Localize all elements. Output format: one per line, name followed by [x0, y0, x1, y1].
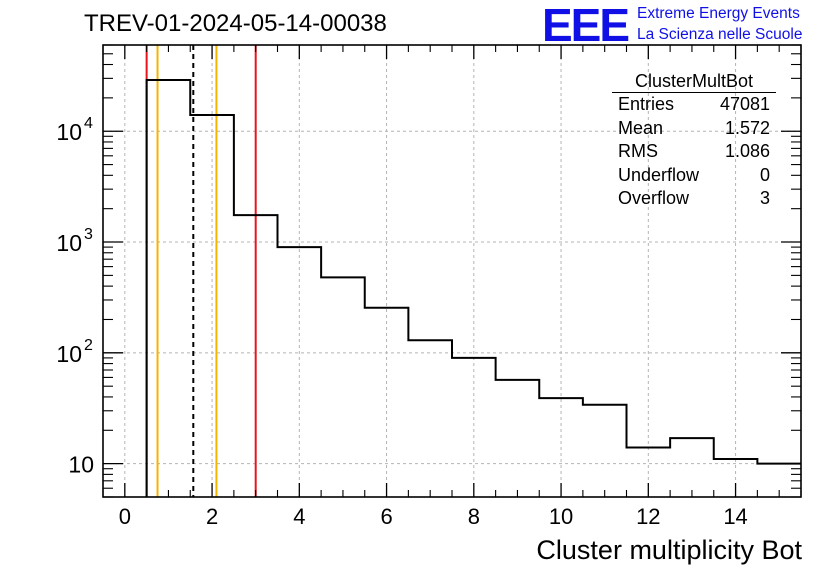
stat-row: RMS 1.086 [612, 140, 776, 164]
histogram-outline [145, 78, 801, 497]
stat-label: Entries [618, 94, 675, 114]
histogram-bin [539, 398, 583, 497]
stat-label: Overflow [618, 188, 690, 208]
stat-value: 47081 [719, 94, 770, 114]
axis-ticks [102, 44, 802, 498]
x-tick-label: 4 [293, 504, 305, 529]
histogram-bin [583, 405, 627, 497]
histogram-bin [278, 247, 322, 497]
histogram-bin [670, 438, 714, 497]
x-tick-label: 2 [206, 504, 218, 529]
stats-title: ClusterMultBot [612, 70, 776, 93]
stat-label: RMS [618, 141, 658, 161]
stat-row: Mean 1.572 [612, 117, 776, 141]
stat-value: 1.086 [724, 141, 770, 161]
histogram-bin [408, 340, 452, 497]
y-tick-label: 10 [56, 119, 82, 145]
eee-logo: EEE [542, 0, 630, 51]
y-tick-label: 10 [56, 341, 82, 367]
stats-box: ClusterMultBot Entries 47081 Mean 1.572 RM… [612, 70, 776, 211]
histogram-bin [365, 308, 409, 497]
x-tick-label: 12 [636, 504, 660, 529]
y-tick-label: 10 [68, 452, 94, 478]
logo-line-2: La Scienza nelle Scuole [637, 26, 803, 43]
histogram-bin [234, 215, 278, 497]
histogram-bin [452, 358, 496, 497]
histogram-bin [496, 380, 540, 497]
stat-row: Overflow 3 [612, 187, 776, 211]
x-tick-label: 10 [549, 504, 573, 529]
stat-row: Underflow 0 [612, 164, 776, 188]
y-tick-label: 10 [56, 230, 82, 256]
x-tick-label: 8 [468, 504, 480, 529]
stat-value: 3 [759, 188, 770, 208]
x-tick-label: 6 [380, 504, 392, 529]
y-tick-exponent: 4 [84, 115, 93, 132]
stat-label: Underflow [618, 164, 700, 185]
y-tick-exponent: 2 [84, 337, 93, 354]
histogram-series [145, 78, 801, 497]
x-tick-label: 14 [723, 504, 747, 529]
x-axis-label: Cluster multiplicity Bot [536, 535, 802, 565]
x-tick-label: 0 [119, 504, 131, 529]
stat-label: Mean [618, 117, 664, 138]
logo-line-1: Extreme Energy Events [637, 5, 800, 22]
histogram-bin [147, 80, 191, 497]
y-tick-exponent: 3 [84, 226, 93, 243]
histogram-bin [321, 277, 365, 497]
histogram-bin [190, 115, 234, 497]
run-title: TREV-01-2024-05-14-00038 [84, 10, 387, 37]
stat-row: Entries 47081 [612, 93, 776, 117]
stat-value: 0 [759, 164, 770, 185]
stat-value: 1.572 [724, 117, 770, 138]
